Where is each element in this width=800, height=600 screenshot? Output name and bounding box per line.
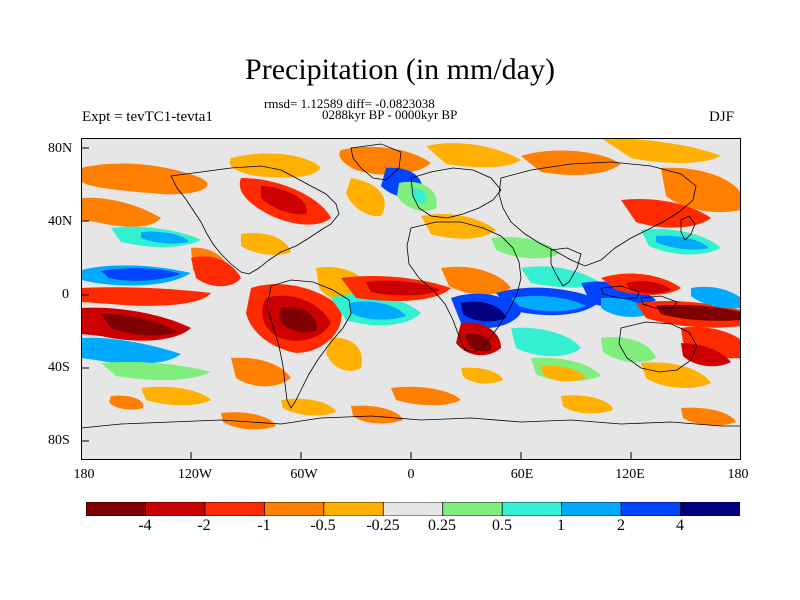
experiment-label: Expt = tevTC1-tevta1 <box>82 109 213 125</box>
lat-label-80s: 80S <box>48 433 70 448</box>
colorbar-label: 4 <box>676 517 684 534</box>
period-subtitle: 0288kyr BP - 0000kyr BP <box>322 107 458 122</box>
precipitation-map <box>81 138 741 460</box>
colorbar-label: -4 <box>138 517 152 534</box>
colorbar-label: -0.5 <box>310 517 336 534</box>
colorbar-swatch <box>263 502 325 516</box>
colorbar-label: 2 <box>617 517 625 534</box>
colorbar-label: 0.5 <box>492 517 512 534</box>
colorbar-swatch <box>442 502 504 516</box>
lat-label-40n: 40N <box>48 214 73 229</box>
coastlines <box>81 143 741 429</box>
colorbar <box>86 502 740 516</box>
lat-label-0: 0 <box>62 287 69 302</box>
colorbar-swatch <box>145 502 206 516</box>
lon-label-180w: 180 <box>73 467 95 482</box>
colorbar-label: 0.25 <box>428 517 456 534</box>
lon-label-120e: 120E <box>615 467 645 482</box>
season-label: DJF <box>709 109 735 125</box>
lon-label-0: 0 <box>407 467 415 482</box>
stats-subtitle: rmsd= 1.12589 diff= -0.0823038 <box>264 96 435 111</box>
colorbar-label: -0.25 <box>366 517 400 534</box>
colorbar-label: -2 <box>197 517 211 534</box>
lon-label-60w: 60W <box>290 467 318 482</box>
colorbar-label: 1 <box>557 517 565 534</box>
colorbar-swatch <box>501 502 563 516</box>
colorbar-swatch <box>204 502 266 516</box>
colorbar-swatch <box>680 502 740 516</box>
lon-label-120w: 120W <box>177 467 213 482</box>
colorbar-swatch <box>323 502 385 516</box>
lat-label-80n: 80N <box>48 141 73 156</box>
colorbar-swatch <box>86 502 147 516</box>
lat-label-40s: 40S <box>48 360 70 375</box>
colorbar-swatch <box>620 502 682 516</box>
anomaly-fields <box>81 138 741 430</box>
lon-label-60e: 60E <box>510 467 534 482</box>
map-title: Precipitation (in mm/day) <box>245 53 555 86</box>
colorbar-swatch <box>382 502 444 516</box>
lon-label-180e: 180 <box>727 467 749 482</box>
colorbar-label: -1 <box>257 517 271 534</box>
colorbar-swatch <box>561 502 622 516</box>
axis-ticks <box>81 147 632 460</box>
